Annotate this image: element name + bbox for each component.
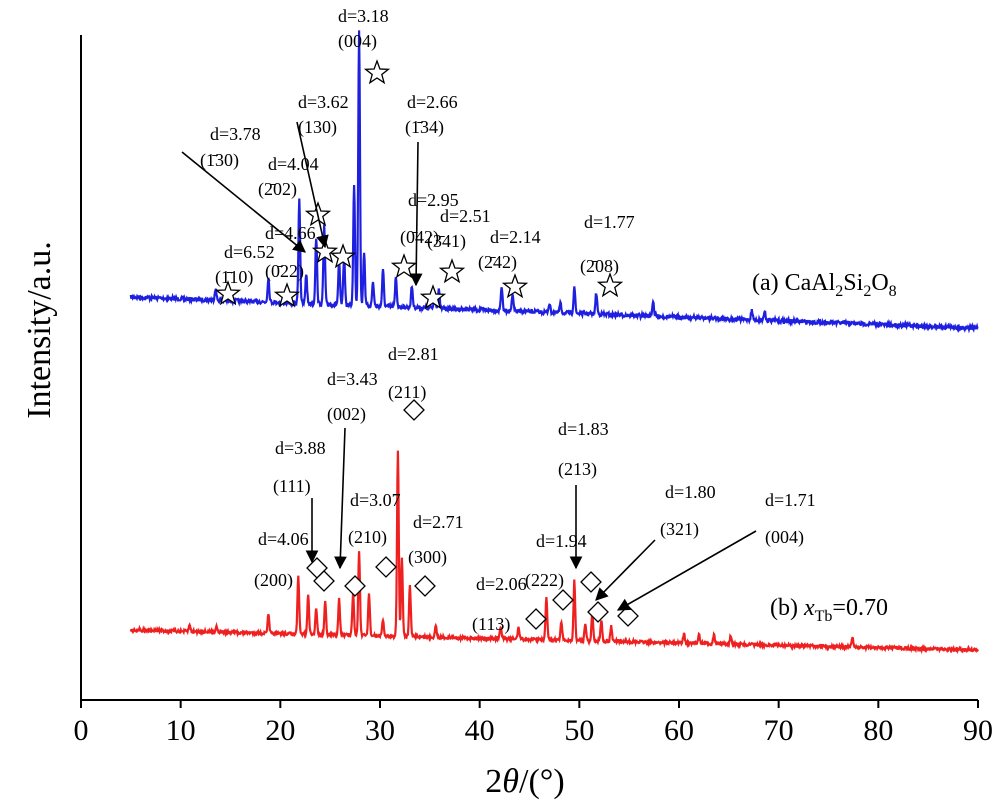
x-tick-label-90: 90 — [963, 714, 993, 747]
x-tick-label-40: 40 — [465, 714, 495, 747]
ann-a-2-sub: (1̄34) — [405, 117, 444, 138]
ann-b-8-sub: (004) — [765, 527, 804, 548]
ann-b-9-label: d=1.94 — [536, 531, 587, 551]
x-axis-title-theta: θ — [502, 763, 519, 800]
x-tick-label-10: 10 — [166, 714, 196, 747]
x-tick-label-80: 80 — [863, 714, 893, 747]
x-axis-title-suffix: /(°) — [519, 763, 565, 800]
y-axis-title: Intensity/a.u. — [21, 241, 58, 419]
ann-a-6-label: d=2.51 — [440, 206, 491, 226]
ann-a-10-sub: (1̄10) — [215, 267, 253, 288]
star-marker — [329, 243, 357, 269]
ann-a-4-sub: (2̄02) — [258, 179, 297, 200]
ann-a-1-sub: (130) — [298, 117, 337, 138]
diamond-marker — [313, 570, 335, 592]
star-marker — [596, 272, 624, 298]
ann-b-3-label: d=3.07 — [350, 490, 401, 510]
ann-a-5-sub: (0̄42) — [400, 227, 439, 248]
x-tick-label-50: 50 — [564, 714, 594, 747]
ann-a-8-label: d=1.77 — [584, 212, 635, 232]
ann-b-1-sub: (002) — [327, 404, 366, 425]
ann-b-9-sub: (222) — [525, 570, 564, 591]
diamond-marker — [617, 605, 639, 627]
ann-b-2-label: d=3.88 — [275, 438, 326, 458]
x-tick-label-60: 60 — [664, 714, 694, 747]
diamond-marker — [403, 399, 425, 421]
star-marker — [390, 253, 418, 279]
ann-b-7-label: d=1.80 — [665, 482, 716, 502]
star-marker — [438, 258, 466, 284]
diamond-marker — [580, 571, 602, 593]
ann-a-3-label: d=3.78 — [210, 124, 261, 144]
ann-a-3-sub: (1̄30) — [200, 150, 239, 171]
diamond-marker — [344, 575, 366, 597]
star-marker — [501, 273, 529, 299]
series-a-markers — [214, 59, 624, 310]
ann-b-2-sub: (111) — [273, 476, 311, 497]
diamond-marker — [414, 575, 436, 597]
ann-a-8-sub: (2̄08) — [580, 256, 619, 277]
series-b-markers — [306, 399, 639, 630]
legend-series-b: (b) xTb=0.70 — [770, 595, 888, 625]
ann-b-4-sub: (300) — [408, 547, 447, 568]
ann-b-3-sub: (210) — [348, 527, 387, 548]
ann-b-10-sub: (113) — [472, 614, 510, 635]
ann-b-8-label: d=1.71 — [765, 490, 816, 510]
ann-a-7-sub: (2̄42) — [478, 252, 517, 273]
diamond-marker — [375, 556, 397, 578]
x-tick-label-70: 70 — [764, 714, 794, 747]
star-marker — [363, 59, 391, 85]
x-axis-title: 2θ/(°) — [485, 763, 564, 800]
ann-a-6-sub: (3̄41) — [427, 231, 466, 252]
ann-b-4-label: d=2.71 — [413, 512, 464, 532]
annotations-series-b: d=2.81 (211) d=3.43 (002) d=3.88 (111) d… — [254, 344, 816, 635]
ann-b-1-label: d=3.43 — [327, 369, 378, 389]
ann-b-6-sub: (213) — [558, 459, 597, 480]
x-axis-title-prefix: 2 — [485, 763, 502, 800]
ann-b-5-label: d=4.06 — [258, 529, 309, 549]
ann-a-9-sub: (0̄22) — [265, 261, 304, 282]
x-tick-label-30: 30 — [365, 714, 395, 747]
ann-b-7-sub: (321) — [660, 519, 699, 540]
ann-a-9-label: d=4.66 — [265, 223, 316, 243]
x-tick-label-20: 20 — [265, 714, 295, 747]
series-b-line — [129, 450, 979, 655]
ann-a-7-label: d=2.14 — [490, 227, 541, 247]
star-marker — [273, 282, 301, 308]
ann-b-5-sub: (200) — [254, 570, 293, 591]
legend-series-a: (a) CaAl2Si2O8 — [752, 270, 897, 300]
ann-a-2-label: d=2.66 — [407, 92, 458, 112]
ann-a-4-label: d=4.04 — [268, 154, 319, 174]
ann-b-6-label: d=1.83 — [558, 419, 609, 439]
diamond-marker — [525, 608, 547, 630]
ann-a-1-label: d=3.62 — [298, 92, 349, 112]
diamond-marker — [552, 589, 574, 611]
x-tick-label-0: 0 — [74, 714, 89, 747]
x-ticks: 0 10 20 30 40 50 60 70 80 90 — [74, 700, 993, 747]
annotations-series-a: d=3.18 (004) d=3.62 (130) d=2.66 (1̄34) … — [181, 6, 635, 288]
star-marker — [419, 284, 447, 310]
diamond-marker — [587, 601, 609, 623]
ann-a-0-sub: (004) — [338, 31, 377, 52]
star-marker — [214, 280, 242, 306]
ann-a-0-label: d=3.18 — [338, 6, 389, 26]
ann-a-10-label: d=6.52 — [224, 242, 275, 262]
ann-b-10-label: d=2.06 — [476, 574, 527, 594]
ann-b-0-sub: (211) — [388, 382, 426, 403]
series-a-line — [129, 30, 979, 334]
ann-a-5-label: d=2.95 — [408, 190, 459, 210]
ann-b-0-label: d=2.81 — [388, 344, 439, 364]
